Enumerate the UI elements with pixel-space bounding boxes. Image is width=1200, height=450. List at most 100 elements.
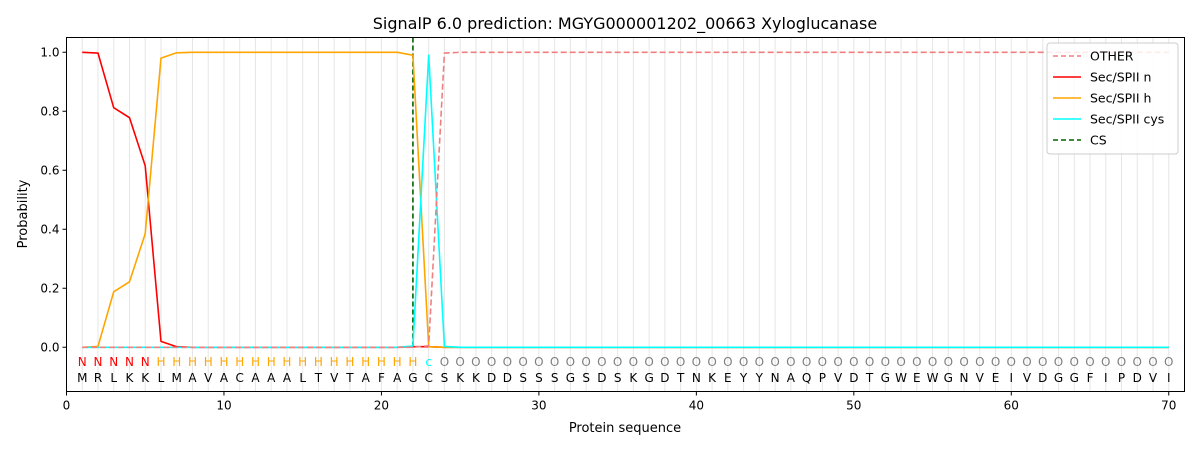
- residue-label: I: [1104, 371, 1108, 385]
- residue-label: I: [1010, 371, 1014, 385]
- series-line-sec-spii-h: [82, 51, 1169, 349]
- y-tick-label: 0.2: [40, 281, 59, 295]
- region-label: O: [629, 355, 638, 369]
- region-label: O: [1133, 355, 1142, 369]
- residue-label: D: [849, 371, 858, 385]
- region-label: O: [503, 355, 512, 369]
- x-tick-label: 70: [1161, 399, 1176, 413]
- region-label: N: [109, 355, 118, 369]
- region-label: H: [377, 355, 386, 369]
- y-axis-label: Probability: [16, 179, 31, 248]
- residue-label: G: [1070, 371, 1079, 385]
- series-line-other: [82, 51, 1169, 349]
- region-label: H: [156, 355, 165, 369]
- region-label: O: [849, 355, 858, 369]
- residue-label: E: [913, 371, 921, 385]
- region-label: O: [1038, 355, 1047, 369]
- residue-label: D: [660, 371, 669, 385]
- residue-label: D: [1133, 371, 1142, 385]
- residue-label: T: [676, 371, 685, 385]
- region-label: O: [912, 355, 921, 369]
- x-axis: 0 10 20 30 40 50 60 70: [63, 391, 1176, 413]
- region-label: O: [581, 355, 590, 369]
- legend-label: Sec/SPII h: [1090, 91, 1151, 106]
- region-label: O: [1148, 355, 1157, 369]
- region-label: O: [440, 355, 449, 369]
- residue-label: C: [424, 371, 432, 385]
- residue-label: S: [614, 371, 622, 385]
- region-label: c: [425, 355, 432, 369]
- region-label: O: [597, 355, 606, 369]
- region-label: N: [94, 355, 103, 369]
- x-tick-label: 30: [531, 399, 546, 413]
- residue-label: T: [314, 371, 323, 385]
- residue-label: G: [644, 371, 653, 385]
- region-label: H: [361, 355, 370, 369]
- residue-label: A: [188, 371, 197, 385]
- region-label: H: [393, 355, 402, 369]
- region-label: H: [204, 355, 213, 369]
- region-label: O: [534, 355, 543, 369]
- region-label: O: [881, 355, 890, 369]
- plot-frame: [66, 37, 1185, 392]
- region-label: O: [613, 355, 622, 369]
- region-label: N: [141, 355, 150, 369]
- region-label: H: [172, 355, 181, 369]
- residue-label: F: [378, 371, 385, 385]
- chart-title: SignalP 6.0 prediction: MGYG000001202_00…: [373, 14, 877, 34]
- region-label: O: [471, 355, 480, 369]
- residue-label: N: [960, 371, 969, 385]
- region-label: H: [330, 355, 339, 369]
- residue-label: D: [1038, 371, 1047, 385]
- residue-label: G: [566, 371, 575, 385]
- region-label: O: [1007, 355, 1016, 369]
- region-label: O: [833, 355, 842, 369]
- residue-label: I: [1167, 371, 1171, 385]
- residue-label: T: [345, 371, 354, 385]
- residue-label: S: [519, 371, 527, 385]
- region-label: O: [739, 355, 748, 369]
- residue-label: L: [158, 371, 165, 385]
- region-label: N: [78, 355, 87, 369]
- residue-label: W: [895, 371, 907, 385]
- legend-box: [1046, 42, 1179, 155]
- region-label: O: [786, 355, 795, 369]
- region-label: H: [251, 355, 260, 369]
- residue-label: K: [141, 371, 150, 385]
- region-label: H: [282, 355, 291, 369]
- region-label: O: [959, 355, 968, 369]
- region-label: H: [219, 355, 228, 369]
- series-line-sec-spii-n: [82, 51, 1169, 349]
- region-label: O: [723, 355, 732, 369]
- residue-label: A: [251, 371, 260, 385]
- x-tick-label: 0: [63, 399, 71, 413]
- region-label: O: [1054, 355, 1063, 369]
- legend-label: OTHER: [1090, 49, 1134, 64]
- residue-label: K: [708, 371, 717, 385]
- residue-label: P: [819, 371, 826, 385]
- residue-label: N: [692, 371, 701, 385]
- region-label: O: [660, 355, 669, 369]
- residue-label: V: [1023, 371, 1032, 385]
- legend-label: CS: [1090, 133, 1107, 148]
- region-label: O: [975, 355, 984, 369]
- region-label: O: [944, 355, 953, 369]
- residue-label: K: [456, 371, 465, 385]
- residue-label: F: [1087, 371, 1094, 385]
- region-label: O: [644, 355, 653, 369]
- residue-label: W: [927, 371, 939, 385]
- region-label: O: [566, 355, 575, 369]
- residue-label: S: [551, 371, 559, 385]
- y-tick-label: 0.6: [40, 163, 59, 177]
- x-tick-label: 10: [216, 399, 231, 413]
- residue-label: D: [503, 371, 512, 385]
- residue-label: S: [535, 371, 543, 385]
- y-tick-label: 0.4: [40, 222, 59, 236]
- region-label: O: [896, 355, 905, 369]
- region-label: H: [267, 355, 276, 369]
- region-label: H: [345, 355, 354, 369]
- residue-label: C: [236, 371, 244, 385]
- residue-label: G: [944, 371, 953, 385]
